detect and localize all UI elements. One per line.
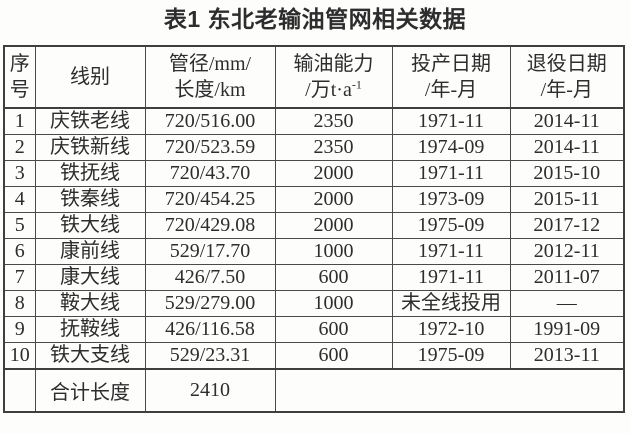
table-row: 1 庆铁老线 720/516.00 2350 1971-11 2014-11 — [3, 107, 625, 135]
table-row: 7 康大线 426/7.50 600 1971-11 2011-07 — [3, 264, 625, 291]
row-diameter-length: 720/516.00 — [144, 107, 276, 135]
row-line-name: 铁秦线 — [34, 186, 146, 213]
row-index: 6 — [3, 238, 36, 265]
capacity-header-line2: /万t·a — [305, 79, 352, 101]
row-line-name: 康前线 — [34, 238, 146, 265]
table-footer: 合计长度 2410 — [3, 368, 625, 413]
row-retire-date: 2015-11 — [509, 186, 625, 213]
row-diameter-length: 426/116.58 — [144, 316, 276, 343]
row-index: 8 — [3, 290, 36, 317]
row-capacity: 600 — [274, 264, 393, 291]
row-capacity: 2000 — [274, 212, 393, 239]
capacity-header-line1: 输油能力 — [293, 53, 374, 75]
row-index: 4 — [3, 186, 36, 213]
row-index: 9 — [3, 316, 36, 343]
row-retire-date: 2017-12 — [509, 212, 625, 239]
table-row: 9 抚鞍线 426/116.58 600 1972-10 1991-09 — [3, 316, 625, 343]
row-line-name: 抚鞍线 — [34, 316, 146, 343]
row-retire-date: 1991-09 — [509, 316, 625, 343]
col-header-retire-date: 退役日期 /年-月 — [509, 45, 625, 109]
row-line-name: 庆铁新线 — [34, 134, 146, 161]
row-retire-date: 2014-11 — [509, 134, 625, 161]
row-capacity: 1000 — [274, 238, 393, 265]
total-length-value: 2410 — [144, 368, 276, 413]
row-index: 5 — [3, 212, 36, 239]
pipeline-data-table: 序 号 线别 管径/mm/ 长度/km 输油能力/万t·a-1 投产日期 /年-… — [3, 45, 625, 413]
row-diameter-length: 529/23.31 — [144, 342, 276, 370]
row-commission-date: 未全线投用 — [391, 290, 511, 317]
row-retire-date: 2015-10 — [509, 160, 625, 187]
table-body: 1 庆铁老线 720/516.00 2350 1971-11 2014-11 2… — [3, 107, 625, 370]
row-commission-date: 1971-11 — [391, 107, 511, 135]
table-header: 序 号 线别 管径/mm/ 长度/km 输油能力/万t·a-1 投产日期 /年-… — [3, 45, 625, 109]
row-capacity: 2350 — [274, 134, 393, 161]
row-capacity: 1000 — [274, 290, 393, 317]
row-line-name: 铁大支线 — [34, 342, 146, 370]
row-retire-date: 2012-11 — [509, 238, 625, 265]
row-diameter-length: 529/17.70 — [144, 238, 276, 265]
col-header-index: 序 号 — [3, 45, 36, 109]
table-title: 表1 东北老输油管网相关数据 — [163, 6, 467, 32]
col-header-capacity: 输油能力/万t·a-1 — [274, 45, 393, 109]
row-line-name: 铁大线 — [34, 212, 146, 239]
row-line-name: 铁抚线 — [34, 160, 146, 187]
table-row: 10 铁大支线 529/23.31 600 1975-09 2013-11 — [3, 342, 625, 370]
row-commission-date: 1975-09 — [391, 212, 511, 239]
row-commission-date: 1974-09 — [391, 134, 511, 161]
row-index: 7 — [3, 264, 36, 291]
total-row-empty-index — [3, 368, 36, 413]
row-diameter-length: 720/429.08 — [144, 212, 276, 239]
row-diameter-length: 720/523.59 — [144, 134, 276, 161]
row-capacity: 2000 — [274, 186, 393, 213]
capacity-header-superscript: -1 — [351, 77, 362, 92]
table-row: 5 铁大线 720/429.08 2000 1975-09 2017-12 — [3, 212, 625, 239]
row-commission-date: 1972-10 — [391, 316, 511, 343]
col-header-commission-date: 投产日期 /年-月 — [391, 45, 511, 109]
table-row: 6 康前线 529/17.70 1000 1971-11 2012-11 — [3, 238, 625, 265]
header-row: 序 号 线别 管径/mm/ 长度/km 输油能力/万t·a-1 投产日期 /年-… — [3, 45, 625, 109]
row-diameter-length: 426/7.50 — [144, 264, 276, 291]
row-index: 2 — [3, 134, 36, 161]
row-commission-date: 1971-11 — [391, 264, 511, 291]
row-commission-date: 1973-09 — [391, 186, 511, 213]
row-index: 10 — [3, 342, 36, 370]
table-row: 3 铁抚线 720/43.70 2000 1971-11 2015-10 — [3, 160, 625, 187]
table-row: 4 铁秦线 720/454.25 2000 1973-09 2015-11 — [3, 186, 625, 213]
row-capacity: 600 — [274, 342, 393, 370]
row-diameter-length: 720/43.70 — [144, 160, 276, 187]
row-index: 1 — [3, 107, 36, 135]
row-retire-date: — — [509, 290, 625, 317]
row-capacity: 600 — [274, 316, 393, 343]
row-diameter-length: 529/279.00 — [144, 290, 276, 317]
row-capacity: 2350 — [274, 107, 393, 135]
col-header-line-name: 线别 — [34, 45, 146, 109]
row-commission-date: 1971-11 — [391, 238, 511, 265]
row-line-name: 鞍大线 — [34, 290, 146, 317]
table-row: 8 鞍大线 529/279.00 1000 未全线投用 — — [3, 290, 625, 317]
row-capacity: 2000 — [274, 160, 393, 187]
row-commission-date: 1975-09 — [391, 342, 511, 370]
total-row: 合计长度 2410 — [3, 368, 625, 413]
total-row-empty-merged — [274, 368, 625, 413]
row-line-name: 康大线 — [34, 264, 146, 291]
total-length-label: 合计长度 — [34, 368, 146, 413]
table-row: 2 庆铁新线 720/523.59 2350 1974-09 2014-11 — [3, 134, 625, 161]
row-commission-date: 1971-11 — [391, 160, 511, 187]
row-retire-date: 2014-11 — [509, 107, 625, 135]
col-header-diameter-length: 管径/mm/ 长度/km — [144, 45, 276, 109]
row-diameter-length: 720/454.25 — [144, 186, 276, 213]
row-index: 3 — [3, 160, 36, 187]
row-line-name: 庆铁老线 — [34, 107, 146, 135]
row-retire-date: 2013-11 — [509, 342, 625, 370]
row-retire-date: 2011-07 — [509, 264, 625, 291]
